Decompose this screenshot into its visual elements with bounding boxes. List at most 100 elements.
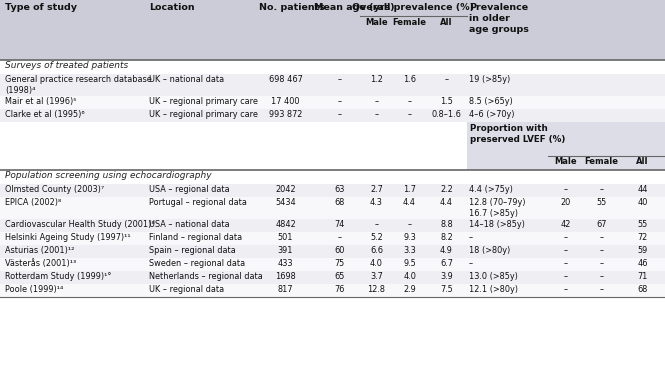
Text: Overall prevalence (%): Overall prevalence (%) (352, 3, 475, 12)
Text: –: – (469, 233, 473, 242)
Text: 65: 65 (334, 272, 344, 281)
Text: 4.0: 4.0 (403, 272, 416, 281)
Text: Mair et al (1996)⁵: Mair et al (1996)⁵ (5, 97, 76, 106)
Text: 9.5: 9.5 (403, 259, 416, 268)
Text: 433: 433 (278, 259, 293, 268)
Text: Sweden – regional data: Sweden – regional data (149, 259, 245, 268)
Text: 74: 74 (334, 220, 344, 229)
Text: –: – (599, 185, 604, 194)
Bar (0, 109, 665, 122)
Text: –: – (563, 259, 567, 268)
Text: 60: 60 (334, 246, 344, 255)
Text: –: – (563, 285, 567, 294)
Bar (0, 258, 665, 271)
Text: 12.8 (70–79y)
16.7 (>85y): 12.8 (70–79y) 16.7 (>85y) (469, 198, 525, 218)
Text: 9.3: 9.3 (403, 233, 416, 242)
Text: 4.0: 4.0 (370, 259, 383, 268)
Text: 993 872: 993 872 (269, 110, 302, 119)
Text: –: – (599, 285, 604, 294)
Text: 2.7: 2.7 (370, 185, 383, 194)
Text: 4.4: 4.4 (440, 198, 453, 207)
Text: 55: 55 (597, 198, 606, 207)
Text: –: – (599, 246, 604, 255)
Text: 5434: 5434 (275, 198, 296, 207)
Text: 13.0 (>85y): 13.0 (>85y) (469, 272, 518, 281)
Text: 3.3: 3.3 (403, 246, 416, 255)
Text: –: – (337, 75, 342, 84)
Text: –: – (408, 97, 412, 106)
Text: 40: 40 (637, 198, 648, 207)
Text: General practice research database
(1998)⁴: General practice research database (1998… (5, 75, 152, 95)
Text: 501: 501 (278, 233, 293, 242)
Text: –: – (408, 110, 412, 119)
Text: 2042: 2042 (275, 185, 296, 194)
Bar (0, 284, 665, 297)
Text: Cardiovascular Health Study (2001)⁸: Cardiovascular Health Study (2001)⁸ (5, 220, 155, 229)
Text: –: – (337, 110, 342, 119)
Text: 8.5 (>65y): 8.5 (>65y) (469, 97, 513, 106)
Text: –: – (444, 75, 449, 84)
Text: 4–6 (>70y): 4–6 (>70y) (469, 110, 515, 119)
Text: 14–18 (>85y): 14–18 (>85y) (469, 220, 525, 229)
Text: 67: 67 (597, 220, 606, 229)
Text: –: – (563, 246, 567, 255)
Text: 4.9: 4.9 (440, 246, 453, 255)
Text: –: – (469, 259, 473, 268)
Text: UK – regional primary care: UK – regional primary care (149, 110, 258, 119)
Text: 4.4 (>75y): 4.4 (>75y) (469, 185, 513, 194)
Text: Spain – regional data: Spain – regional data (149, 246, 236, 255)
Text: –: – (599, 233, 604, 242)
Text: Finland – regional data: Finland – regional data (149, 233, 242, 242)
Bar (0, 271, 665, 284)
Text: 12.8: 12.8 (368, 285, 386, 294)
Text: Västerås (2001)¹³: Västerås (2001)¹³ (5, 259, 76, 268)
Text: 2.2: 2.2 (440, 185, 453, 194)
Text: 817: 817 (278, 285, 293, 294)
Text: Proportion with
preserved LVEF (%): Proportion with preserved LVEF (%) (470, 124, 565, 144)
Text: 20: 20 (561, 198, 571, 207)
Text: 391: 391 (278, 246, 293, 255)
Text: 44: 44 (637, 185, 648, 194)
Text: Asturias (2001)¹²: Asturias (2001)¹² (5, 246, 74, 255)
Text: Olmsted County (2003)⁷: Olmsted County (2003)⁷ (5, 185, 104, 194)
Text: 76: 76 (334, 285, 344, 294)
Text: Type of study: Type of study (5, 3, 77, 12)
Text: –: – (337, 233, 342, 242)
Text: –: – (563, 185, 567, 194)
Text: 68: 68 (637, 285, 648, 294)
Text: Population screening using echocardiography: Population screening using echocardiogra… (5, 171, 211, 180)
Text: Male: Male (365, 18, 388, 27)
Text: 698 467: 698 467 (269, 75, 303, 84)
Bar (467, 122, 665, 170)
Text: 17 400: 17 400 (271, 97, 300, 106)
Text: 4.3: 4.3 (370, 198, 383, 207)
Text: 8.2: 8.2 (440, 233, 453, 242)
Text: 3.9: 3.9 (440, 272, 453, 281)
Text: –: – (599, 272, 604, 281)
Text: 63: 63 (334, 185, 344, 194)
Text: 4842: 4842 (275, 220, 296, 229)
Text: 71: 71 (637, 272, 648, 281)
Text: 6.7: 6.7 (440, 259, 453, 268)
Text: –: – (374, 220, 378, 229)
Text: 18 (>80y): 18 (>80y) (469, 246, 510, 255)
Text: USA – national data: USA – national data (149, 220, 229, 229)
Bar (0, 219, 665, 232)
Text: Netherlands – regional data: Netherlands – regional data (149, 272, 263, 281)
Text: 1.5: 1.5 (440, 97, 453, 106)
Text: –: – (563, 272, 567, 281)
Text: All: All (440, 18, 453, 27)
Bar (0, 184, 665, 197)
Text: 72: 72 (637, 233, 648, 242)
Text: 2.9: 2.9 (403, 285, 416, 294)
Text: 7.5: 7.5 (440, 285, 453, 294)
Text: Prevalence
in older
age groups: Prevalence in older age groups (469, 3, 529, 34)
Text: USA – regional data: USA – regional data (149, 185, 229, 194)
Bar (0, 74, 665, 96)
Text: 46: 46 (637, 259, 648, 268)
Text: –: – (374, 110, 378, 119)
Text: 75: 75 (334, 259, 344, 268)
Bar (0, 232, 665, 245)
Text: Clarke et al (1995)⁶: Clarke et al (1995)⁶ (5, 110, 84, 119)
Text: –: – (599, 259, 604, 268)
